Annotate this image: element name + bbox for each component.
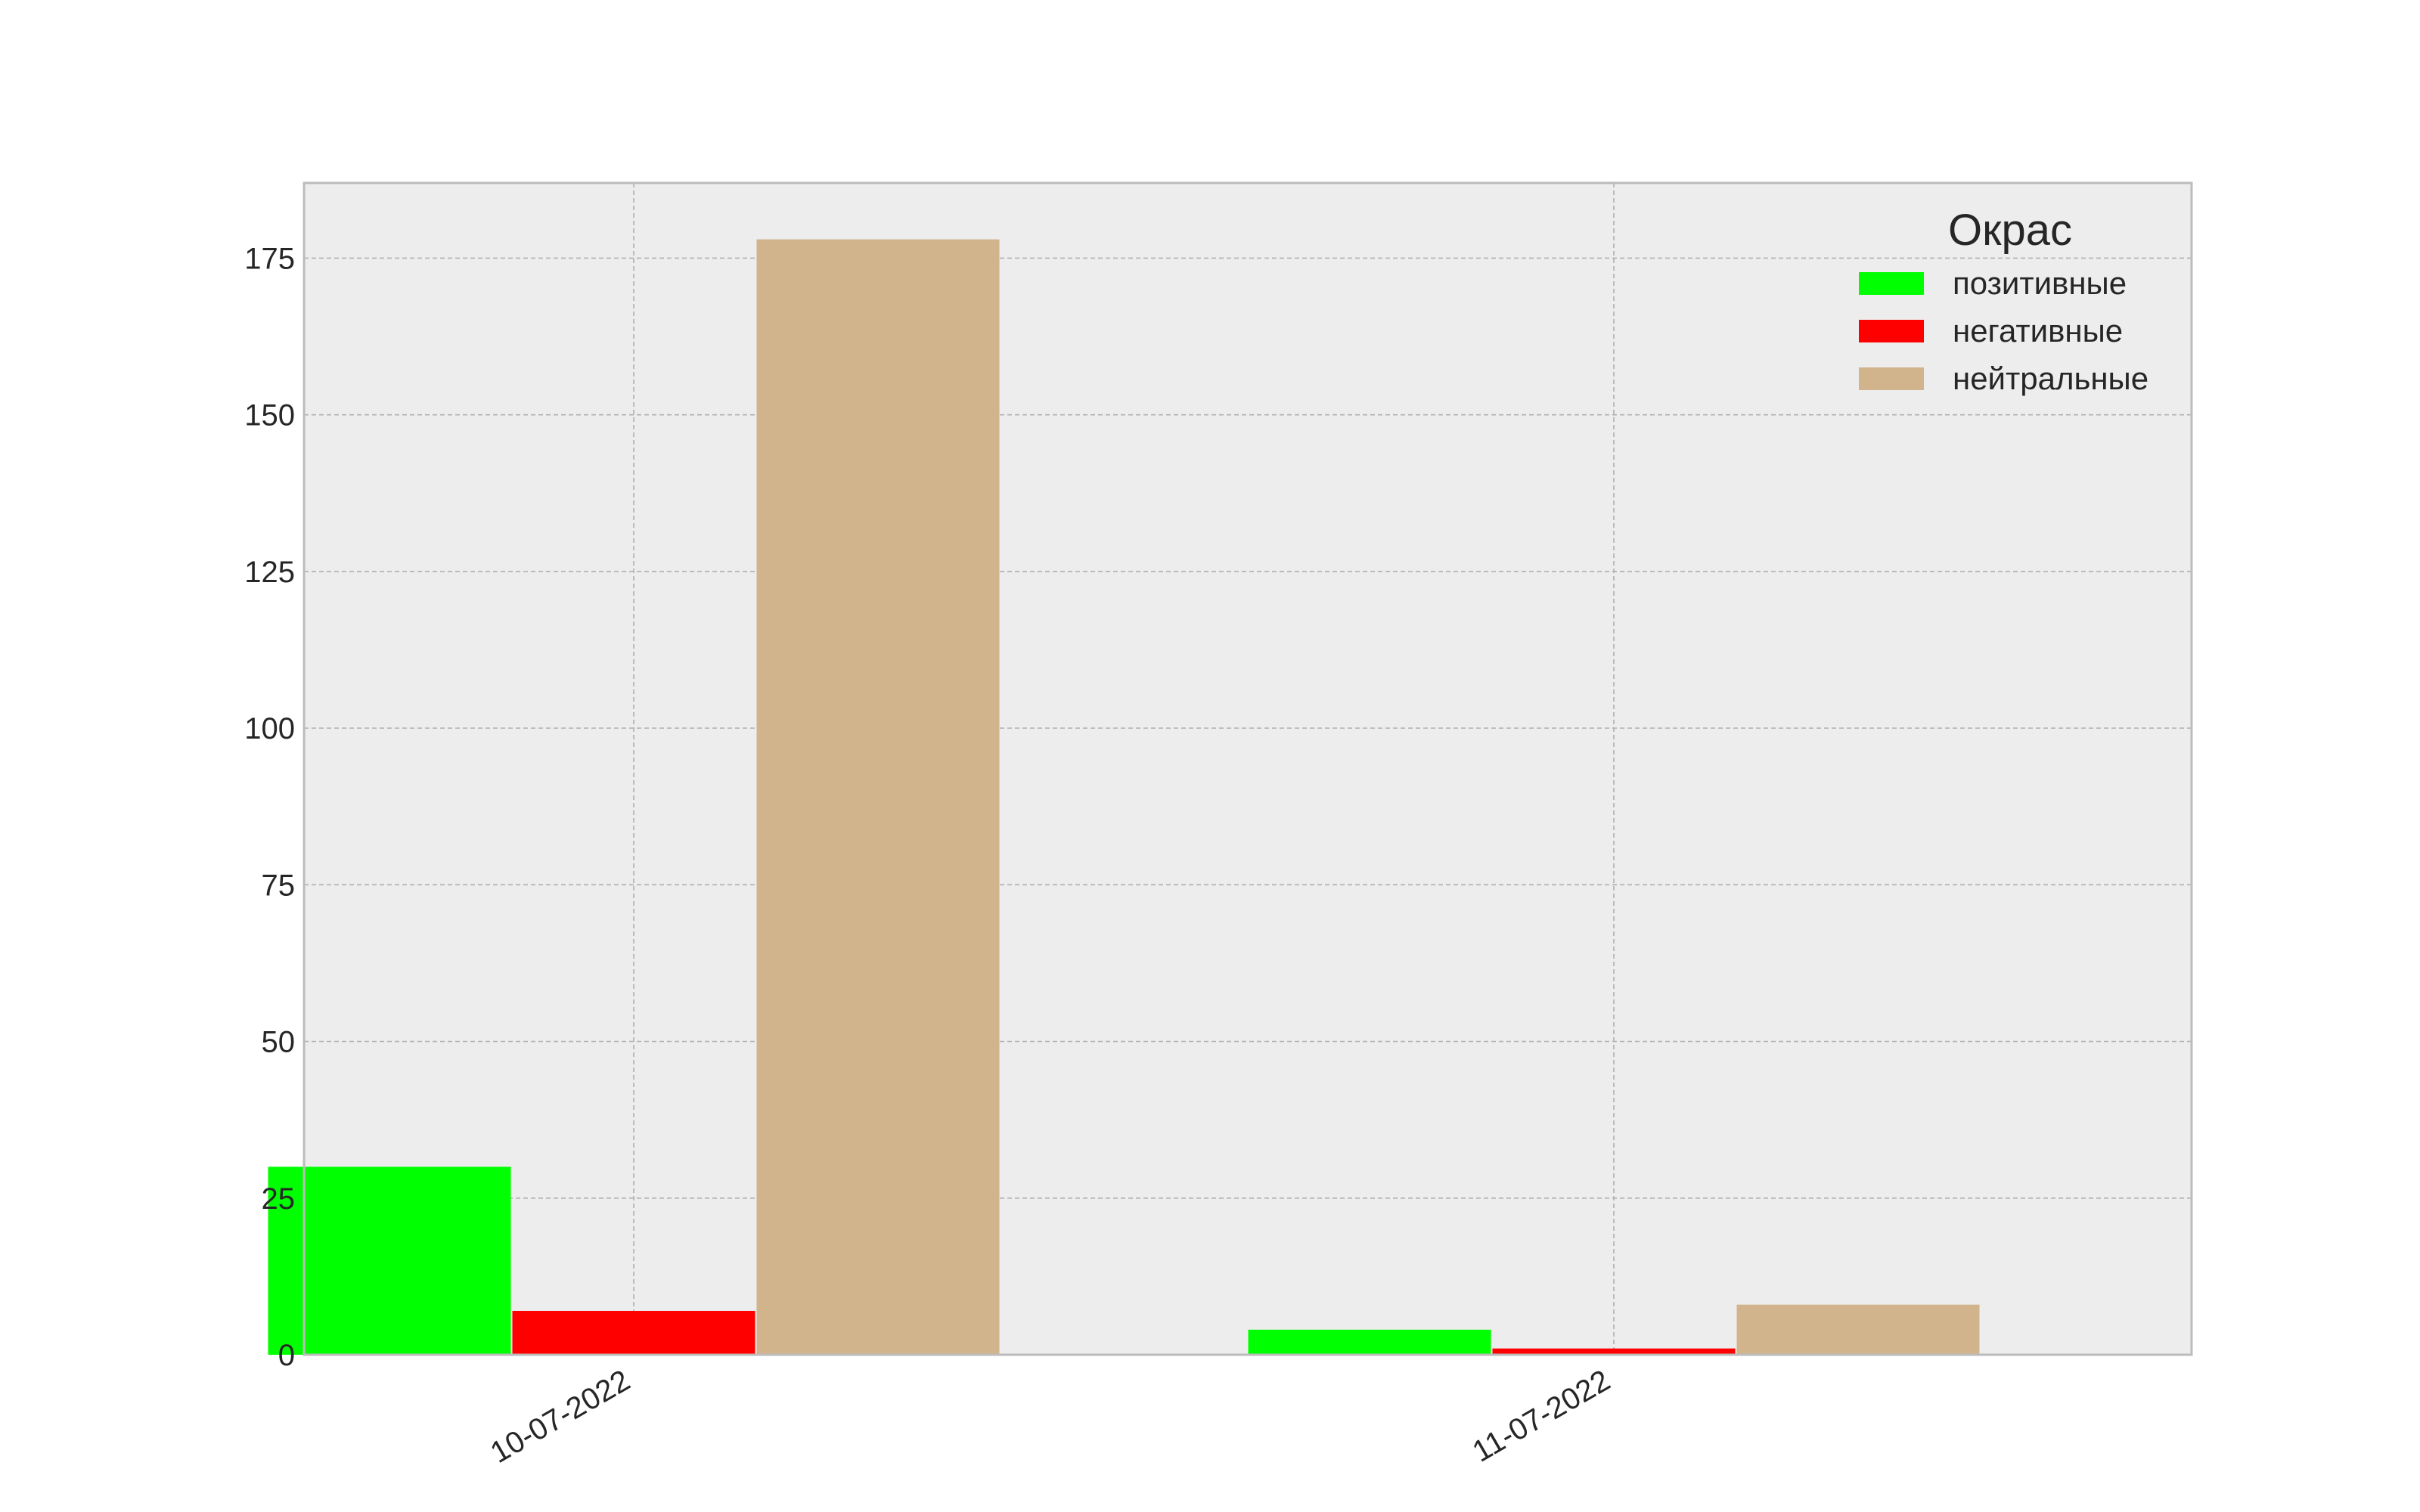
plot-frame bbox=[302, 181, 2193, 1356]
legend-swatch bbox=[1859, 272, 1924, 295]
plot-area bbox=[304, 183, 2192, 1355]
y-tick-label: 175 bbox=[244, 242, 295, 275]
legend-label: нейтральные bbox=[1953, 361, 2149, 396]
x-tick-label: 11-07-2022 bbox=[1467, 1364, 1616, 1469]
bar bbox=[1248, 1329, 1491, 1355]
legend-label: негативные bbox=[1953, 313, 2123, 349]
y-tick-label: 50 bbox=[262, 1026, 296, 1059]
legend: Окрас позитивные негативные нейтральные bbox=[1859, 206, 2149, 396]
bar bbox=[512, 1310, 755, 1355]
x-axis-ticks: 10-07-2022 11-07-2022 bbox=[485, 1364, 1615, 1470]
legend-label: позитивные bbox=[1953, 265, 2127, 301]
legend-swatch bbox=[1859, 320, 1924, 342]
y-tick-label: 100 bbox=[244, 712, 295, 745]
y-tick-label: 125 bbox=[244, 556, 295, 589]
y-tick-label: 75 bbox=[262, 869, 296, 902]
bars bbox=[268, 239, 1980, 1356]
y-tick-label: 25 bbox=[262, 1182, 296, 1216]
legend-title: Окрас bbox=[1948, 206, 2072, 255]
y-tick-label: 150 bbox=[244, 399, 295, 432]
x-tick-label: 10-07-2022 bbox=[485, 1364, 635, 1470]
bar bbox=[1492, 1348, 1736, 1355]
bar bbox=[1736, 1304, 1980, 1355]
legend-swatch bbox=[1859, 367, 1924, 390]
grid-lines bbox=[304, 183, 2192, 1355]
bar bbox=[268, 1167, 511, 1355]
y-axis-ticks: 0 25 50 75 100 125 150 175 bbox=[244, 242, 295, 1372]
bar bbox=[756, 239, 1000, 1356]
y-tick-label: 0 bbox=[278, 1339, 295, 1372]
